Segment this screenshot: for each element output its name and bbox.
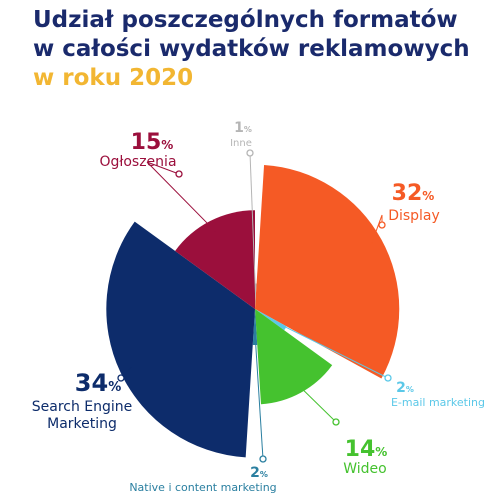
slice-search-engine-marketing	[106, 221, 256, 458]
chart-leader-lines	[117, 149, 392, 463]
leader-dot	[384, 374, 392, 382]
chart-slices	[106, 165, 400, 458]
slice-display	[255, 165, 400, 379]
value-label: 1%	[234, 120, 252, 136]
category-label: Display	[388, 208, 440, 224]
chart-title: Udział poszczególnych formatów w całości…	[33, 6, 493, 93]
value-label: 34%	[75, 369, 121, 397]
value-label: 14%	[345, 437, 388, 462]
value-label: 2%	[250, 465, 268, 481]
category-label: Search Engine Marketing	[32, 399, 133, 432]
value-label: 15%	[131, 130, 174, 155]
slice-native-i-content-marketing	[252, 309, 258, 346]
leader-line	[294, 381, 337, 423]
leader-line	[249, 152, 256, 294]
category-label: Wideo	[343, 461, 387, 477]
leader-dot	[246, 149, 254, 157]
title-line-2: w całości wydatków reklamowych	[33, 36, 470, 62]
category-label: Ogłoszenia	[99, 154, 176, 170]
value-label: 2%	[396, 380, 414, 396]
leader-dot	[117, 374, 125, 382]
slice-wideo	[255, 309, 333, 405]
title-line-3: w roku 2020	[33, 65, 194, 91]
leader-line	[146, 161, 216, 233]
leader-dot	[175, 170, 183, 178]
title-line-1: Udział poszczególnych formatów	[33, 7, 458, 33]
slice-e-mail-marketing	[255, 309, 287, 331]
category-label: Inne	[230, 138, 252, 149]
category-label: E-mail marketing	[391, 396, 485, 409]
leader-line	[254, 333, 264, 460]
leader-dot	[259, 455, 267, 463]
leader-line	[275, 321, 389, 379]
category-label: Native i content marketing	[129, 481, 276, 494]
slice-ogłoszenia	[175, 210, 255, 309]
leader-dot	[378, 221, 386, 229]
leader-dot	[332, 418, 340, 426]
value-label: 32%	[392, 181, 435, 206]
